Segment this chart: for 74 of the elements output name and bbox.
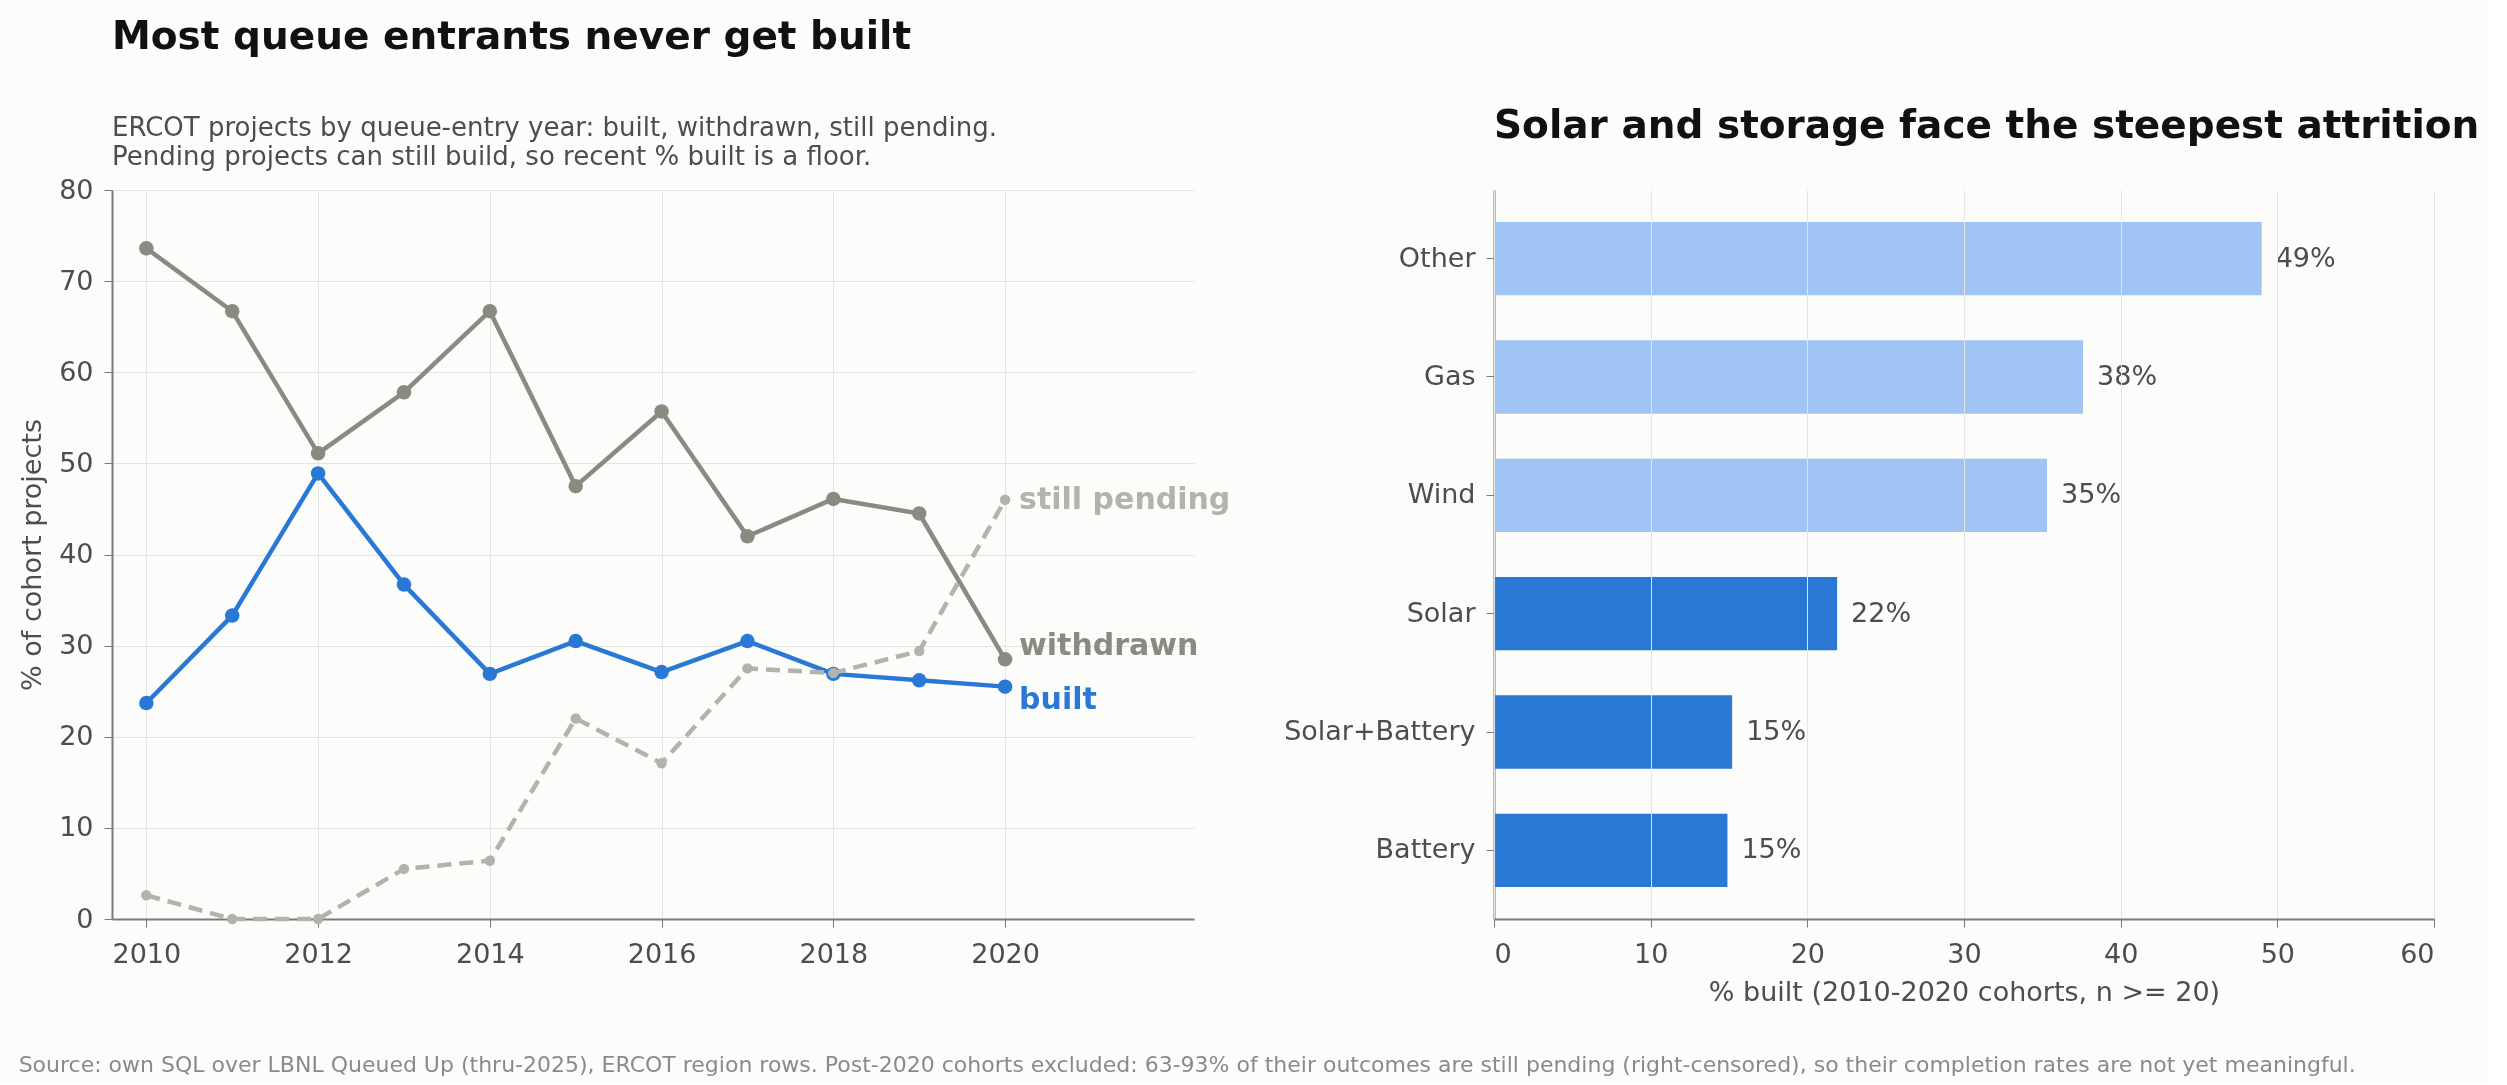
y-tick-label: 80 xyxy=(59,173,94,205)
point xyxy=(139,241,154,256)
point xyxy=(568,633,583,649)
data-label: 49% xyxy=(2275,241,2336,273)
y-tick-label: Gas xyxy=(1423,359,1476,391)
y-tick-label: 0 xyxy=(76,902,94,934)
point xyxy=(740,529,755,544)
point xyxy=(396,385,412,400)
point xyxy=(484,855,496,866)
chart-subtitle: ERCOT projects by queue-entry year: built, withdrawn, still pending. Pending projects can still build, so recent % built is a floor. xyxy=(112,112,997,171)
data-label: 15% xyxy=(1746,715,1807,747)
series-label: still pending xyxy=(1019,480,1231,516)
point xyxy=(398,863,410,875)
y-tick-label: Other xyxy=(1398,241,1477,273)
x-tick-label: 2020 xyxy=(971,937,1040,969)
chart-title: Solar and storage face the steepest attrition xyxy=(1494,102,2480,147)
data-label: 22% xyxy=(1851,596,1912,628)
x-tick-label: 60 xyxy=(2400,937,2435,969)
point xyxy=(482,666,498,682)
point xyxy=(740,633,755,649)
y-tick-label: 10 xyxy=(59,811,94,843)
x-tick-label: 10 xyxy=(1633,937,1669,969)
y-tick-label: 40 xyxy=(59,538,94,569)
y-tick-label: Solar+Battery xyxy=(1284,715,1476,747)
point xyxy=(310,446,326,461)
y-tick-label: 60 xyxy=(59,355,94,387)
y-tick-label: 50 xyxy=(59,446,94,478)
x-tick-label: 2010 xyxy=(112,937,182,969)
x-tick-label: 50 xyxy=(2260,937,2296,969)
source-note: Source: own SQL over LBNL Queued Up (thru-2025), ERCOT region rows. Post-2020 cohorts excluded: 63-93% of their outcomes are still pending (right-censored), so their completion rates are not yet meaningful. xyxy=(18,1052,2356,1077)
chart-title: Most queue entrants never get built xyxy=(112,13,912,58)
y-axis-title: % of cohort projects xyxy=(16,419,48,691)
data-label: 15% xyxy=(1741,833,1802,865)
point xyxy=(997,652,1013,667)
point xyxy=(742,663,753,674)
point xyxy=(568,478,583,494)
point xyxy=(999,494,1011,506)
x-tick-label: 2014 xyxy=(455,937,525,969)
point xyxy=(312,913,324,925)
point xyxy=(224,608,240,623)
x-tick-label: 20 xyxy=(1790,937,1826,969)
point xyxy=(396,577,412,592)
y-tick-label: Wind xyxy=(1407,478,1476,510)
x-tick-label: 40 xyxy=(2103,937,2139,969)
y-tick-label: 30 xyxy=(59,629,94,661)
y-tick-label: 70 xyxy=(59,264,94,296)
point xyxy=(654,664,669,680)
point xyxy=(482,303,498,319)
point xyxy=(656,757,667,769)
data-label: 35% xyxy=(2061,478,2122,510)
point xyxy=(913,645,925,657)
data-label: 38% xyxy=(2097,359,2158,391)
x-axis-title: % built (2010-2020 cohorts, n >= 20) xyxy=(1708,975,2221,1007)
series-label: withdrawn xyxy=(1019,626,1199,662)
point xyxy=(139,695,154,711)
point xyxy=(911,673,927,688)
x-tick-label: 2016 xyxy=(627,937,697,969)
y-tick-label: 20 xyxy=(59,720,94,752)
point xyxy=(226,913,238,925)
y-tick-label: Battery xyxy=(1375,833,1476,865)
point xyxy=(570,713,581,724)
point xyxy=(911,506,927,521)
series-label: built xyxy=(1019,680,1097,716)
point xyxy=(826,491,841,507)
point xyxy=(224,303,240,319)
point xyxy=(310,466,326,481)
x-tick-label: 2018 xyxy=(799,937,869,969)
y-tick-label: Solar xyxy=(1406,596,1477,628)
x-tick-label: 30 xyxy=(1947,937,1982,969)
point xyxy=(141,890,152,901)
x-tick-label: 0 xyxy=(1494,937,1512,969)
point xyxy=(997,679,1013,694)
point xyxy=(654,404,669,419)
x-tick-label: 2012 xyxy=(284,937,353,969)
